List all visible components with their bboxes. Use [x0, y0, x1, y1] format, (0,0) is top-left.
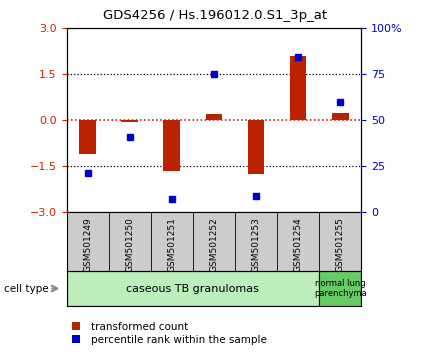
- Text: GSM501254: GSM501254: [294, 217, 303, 272]
- Bar: [79, 120, 96, 154]
- Bar: [248, 120, 264, 174]
- Text: GSM501250: GSM501250: [125, 217, 134, 272]
- Text: GSM501251: GSM501251: [167, 217, 176, 272]
- Text: caseous TB granulomas: caseous TB granulomas: [126, 284, 259, 293]
- Bar: [121, 120, 138, 122]
- Bar: [332, 113, 349, 120]
- Bar: [319, 271, 361, 306]
- Text: GSM501255: GSM501255: [336, 217, 345, 272]
- Bar: [163, 120, 180, 171]
- Text: GSM501252: GSM501252: [209, 217, 218, 272]
- Bar: [67, 271, 319, 306]
- Bar: [290, 56, 307, 120]
- Bar: [206, 114, 222, 120]
- Text: GDS4256 / Hs.196012.0.S1_3p_at: GDS4256 / Hs.196012.0.S1_3p_at: [103, 9, 327, 22]
- Text: cell type: cell type: [4, 284, 49, 293]
- Text: GSM501249: GSM501249: [83, 217, 92, 272]
- Text: GSM501253: GSM501253: [252, 217, 261, 272]
- Text: normal lung
parenchyma: normal lung parenchyma: [314, 279, 366, 298]
- Legend: transformed count, percentile rank within the sample: transformed count, percentile rank withi…: [61, 317, 271, 349]
